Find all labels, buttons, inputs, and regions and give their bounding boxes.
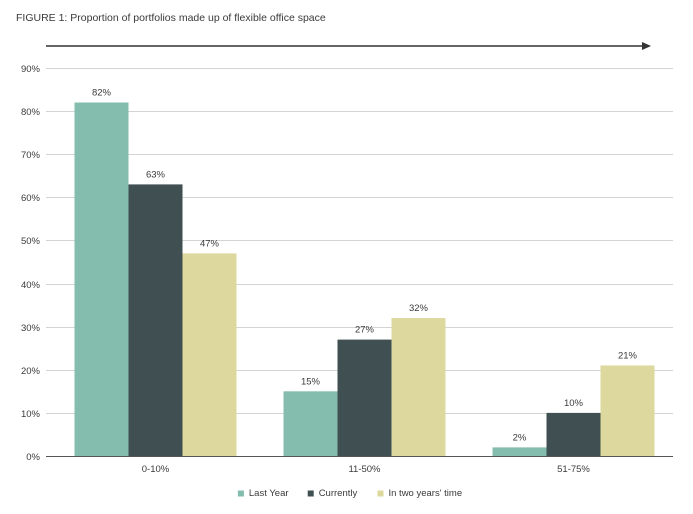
y-tick-label: 90% [21,64,41,75]
y-tick-label: 70% [21,150,41,161]
bar [74,102,129,456]
data-labels: 82% 63% 47% 15% 27% 32% 2% 10% 21% [92,87,638,443]
bar [283,391,338,456]
data-label: 82% [92,87,112,98]
data-label: 47% [200,238,220,249]
data-label: 2% [513,432,527,443]
x-tick-label: 51-75% [557,464,590,475]
y-axis: 0% 10% 20% 30% 40% 50% 60% 70% 80% 90% [21,64,41,463]
x-tick-label: 0-10% [142,464,170,475]
bar [546,412,601,456]
legend-swatch [237,490,244,497]
y-tick-label: 30% [21,323,41,334]
y-tick-label: 80% [21,107,41,118]
x-axis: 0-10% 11-50% 51-75% [142,464,591,475]
legend: Last Year Currently In two years' time [237,488,463,499]
legend-swatch [307,490,314,497]
data-label: 15% [301,376,321,387]
y-tick-label: 60% [21,193,41,204]
bar [182,253,237,456]
data-label: 10% [564,398,584,409]
data-label: 63% [146,169,166,180]
legend-label: Currently [319,488,358,499]
data-label: 27% [355,325,375,336]
y-tick-label: 20% [21,366,41,377]
y-tick-label: 0% [26,452,40,463]
chart-title: FIGURE 1: Proportion of portfolios made … [16,12,326,24]
bar [492,447,547,456]
data-label: 32% [409,303,429,314]
x-tick-label: 11-50% [348,464,381,475]
bar [391,318,446,456]
y-tick-label: 40% [21,280,41,291]
bar [128,184,183,456]
bar [600,365,655,456]
legend-label: Last Year [249,488,289,499]
bar [337,339,392,456]
y-tick-label: 50% [21,236,41,247]
legend-label: In two years' time [389,488,463,499]
data-label: 21% [618,350,638,361]
timeline-arrow [46,42,651,50]
legend-swatch [377,490,384,497]
y-tick-label: 10% [21,409,41,420]
bars [74,102,655,456]
